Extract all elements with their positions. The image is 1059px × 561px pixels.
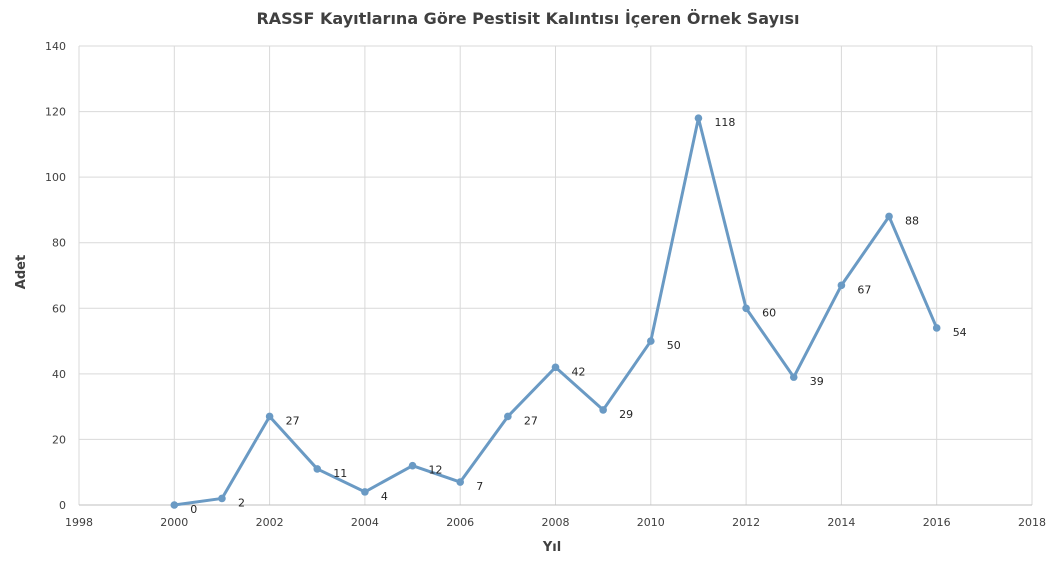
chart-title: RASSF Kayıtlarına Göre Pestisit Kalıntıs… (256, 9, 799, 28)
x-tick-label: 2008 (542, 516, 570, 529)
series-group (170, 114, 941, 509)
data-label: 27 (524, 414, 538, 427)
data-label: 39 (810, 375, 824, 388)
y-tick-label: 140 (45, 40, 66, 53)
y-axis-title: Adet (14, 255, 29, 289)
data-label: 12 (429, 464, 443, 477)
x-tick-label: 2004 (351, 516, 379, 529)
data-label: 60 (762, 306, 776, 319)
x-tick-label: 1998 (65, 516, 93, 529)
data-label: 29 (619, 408, 633, 421)
y-tick-label: 80 (52, 237, 66, 250)
data-label: 67 (857, 283, 871, 296)
data-point (551, 363, 560, 372)
data-point (504, 412, 512, 421)
data-label: 0 (190, 503, 197, 516)
y-tick-label: 100 (45, 171, 66, 184)
data-point (313, 465, 322, 473)
data-point (218, 494, 226, 503)
y-tick-label: 0 (59, 499, 66, 512)
data-point (408, 461, 417, 470)
data-label: 4 (381, 490, 388, 503)
data-point (361, 488, 369, 496)
data-label: 88 (905, 214, 919, 227)
y-tick-label: 120 (45, 106, 66, 119)
x-tick-label: 2000 (160, 516, 188, 529)
x-axis-title: Yıl (542, 540, 561, 555)
data-label: 50 (667, 339, 681, 352)
y-axis-ticks: 0 20 40 60 80 100 120 140 (45, 40, 66, 512)
x-tick-label: 2014 (827, 516, 855, 529)
x-tick-label: 2016 (923, 516, 951, 529)
y-tick-label: 60 (52, 302, 66, 315)
x-tick-label: 2006 (446, 516, 474, 529)
x-axis-ticks: 1998 2000 2002 2004 2006 2008 2010 2012 2014 2016… (65, 516, 1046, 529)
data-point (647, 337, 655, 345)
data-point (885, 212, 893, 221)
gridlines (78, 45, 1033, 506)
data-point (456, 478, 465, 486)
data-point (837, 281, 846, 290)
x-tick-label: 2018 (1018, 516, 1046, 529)
data-point (789, 373, 798, 381)
y-tick-label: 40 (52, 368, 66, 381)
data-point (599, 406, 607, 414)
y-tick-label: 20 (52, 433, 66, 446)
data-label: 42 (572, 365, 586, 378)
data-point (932, 324, 941, 332)
data-label: 7 (476, 480, 483, 493)
data-label: 27 (286, 414, 300, 427)
data-point (265, 412, 274, 421)
x-tick-label: 2002 (256, 516, 284, 529)
data-point (742, 304, 750, 313)
data-label: 54 (953, 326, 967, 339)
data-label: 2 (238, 496, 245, 509)
x-tick-label: 2010 (637, 516, 665, 529)
data-label: 118 (714, 116, 735, 129)
data-label: 11 (333, 467, 347, 480)
data-labels: 0 2 27 11 4 12 7 27 42 29 50 118 60 39 67 88 54 (190, 116, 966, 516)
data-point (694, 114, 703, 122)
x-tick-label: 2012 (732, 516, 760, 529)
data-point (170, 501, 179, 509)
